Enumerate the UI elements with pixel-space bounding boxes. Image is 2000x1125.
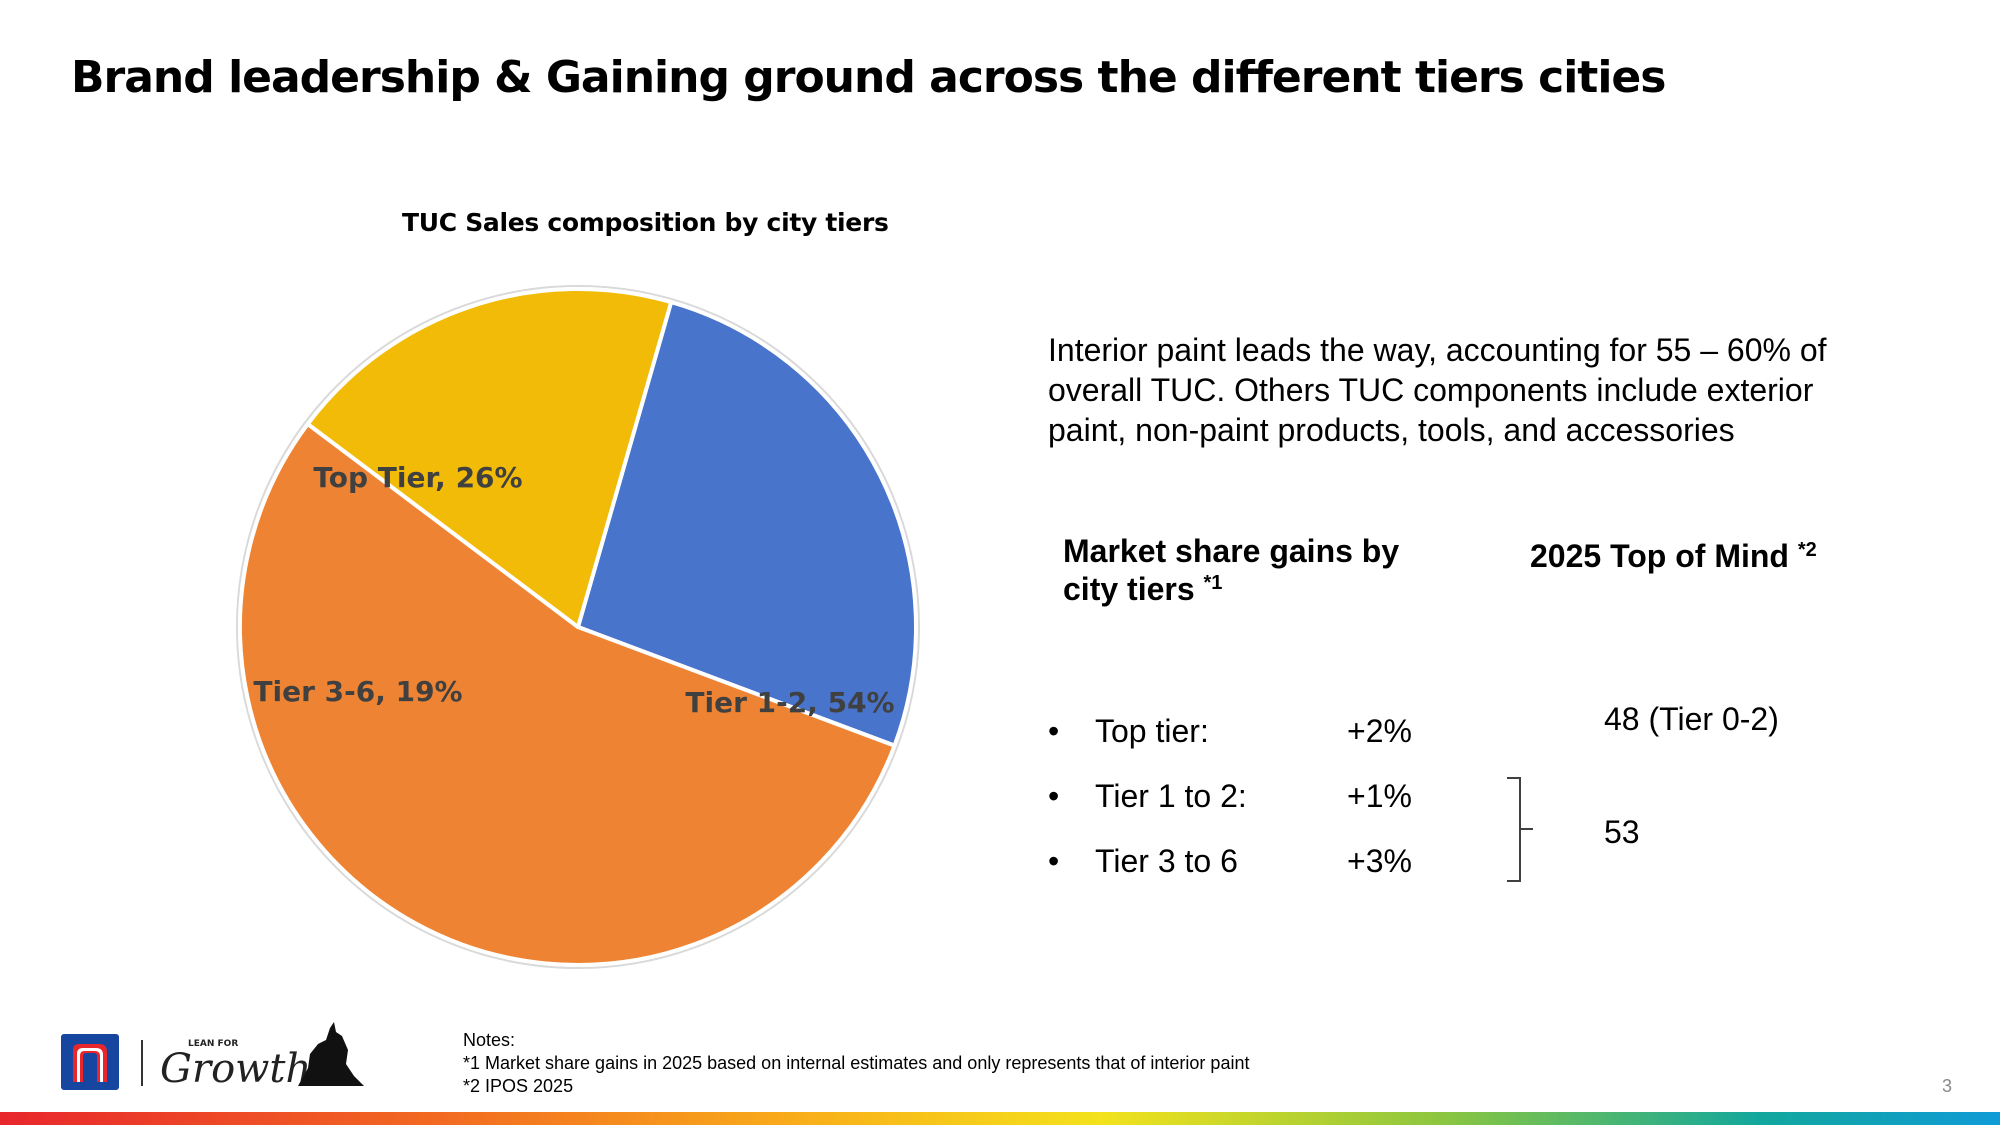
intro-text: Interior paint leads the way, accounting… [1048, 332, 1827, 448]
pie-slice-tier-1-2 [238, 422, 897, 967]
brand-color-bar [0, 1112, 2000, 1125]
bullet: • [1048, 778, 1060, 814]
top-of-mind-heading-text: 2025 Top of Mind [1530, 538, 1789, 574]
note-line: *2 IPOS 2025 [463, 1076, 574, 1096]
top-of-mind-footnote: *2 [1797, 539, 1817, 561]
pie-data-label: Tier 1-2, 54% [685, 686, 894, 719]
top-of-mind-value-tier-0-2: 48 (Tier 0-2) [1604, 701, 1779, 737]
tier-label: Tier 1 to 2: [1095, 778, 1247, 814]
bullet: • [1048, 843, 1060, 879]
market-share-footnote: *1 [1203, 572, 1223, 594]
top-of-mind-value-tier-1-6: 53 [1604, 814, 1640, 850]
wolf-icon [298, 1022, 364, 1086]
pie-data-label: Tier 3-6, 19% [253, 675, 462, 708]
brand-logo [61, 1034, 119, 1090]
tier-gain-value: +1% [1347, 778, 1412, 814]
logo-divider [141, 1040, 143, 1086]
top-of-mind-heading: 2025 Top of Mind *2 [1530, 537, 1817, 575]
tier-gain-value: +2% [1347, 713, 1412, 749]
chart-title: TUC Sales composition by city tiers [402, 208, 889, 237]
bullet: • [1048, 713, 1060, 749]
note-line: *1 Market share gains in 2025 based on i… [463, 1053, 1250, 1073]
lean-for-growth-logo: LEAN FOR Growth [160, 1022, 364, 1088]
market-share-heading-text: Market share gains by city tiers [1063, 533, 1400, 607]
bracket-shape [1507, 777, 1533, 882]
tier-label: Top tier: [1095, 713, 1209, 749]
market-share-heading: Market share gains by city tiers *1 [1063, 532, 1403, 608]
logo-tagline-script: Growth [160, 1046, 311, 1088]
notes: Notes: *1 Market share gains in 2025 bas… [463, 1029, 1249, 1098]
tier-gain-value: +3% [1347, 843, 1412, 879]
pie-outline [236, 285, 920, 969]
pie-data-label: Top Tier, 26% [313, 461, 522, 494]
tier-label: Tier 3 to 6 [1095, 843, 1238, 879]
page-number: 3 [1942, 1076, 1953, 1096]
pie-slice-tier-3-6 [305, 287, 674, 629]
notes-heading: Notes: [463, 1030, 516, 1050]
pie-slice-top-tier [576, 300, 918, 748]
slide-title: Brand leadership & Gaining ground across… [71, 52, 1666, 103]
logo-tagline-small: LEAN FOR [188, 1039, 238, 1049]
brand-logo-icon [65, 1038, 115, 1086]
